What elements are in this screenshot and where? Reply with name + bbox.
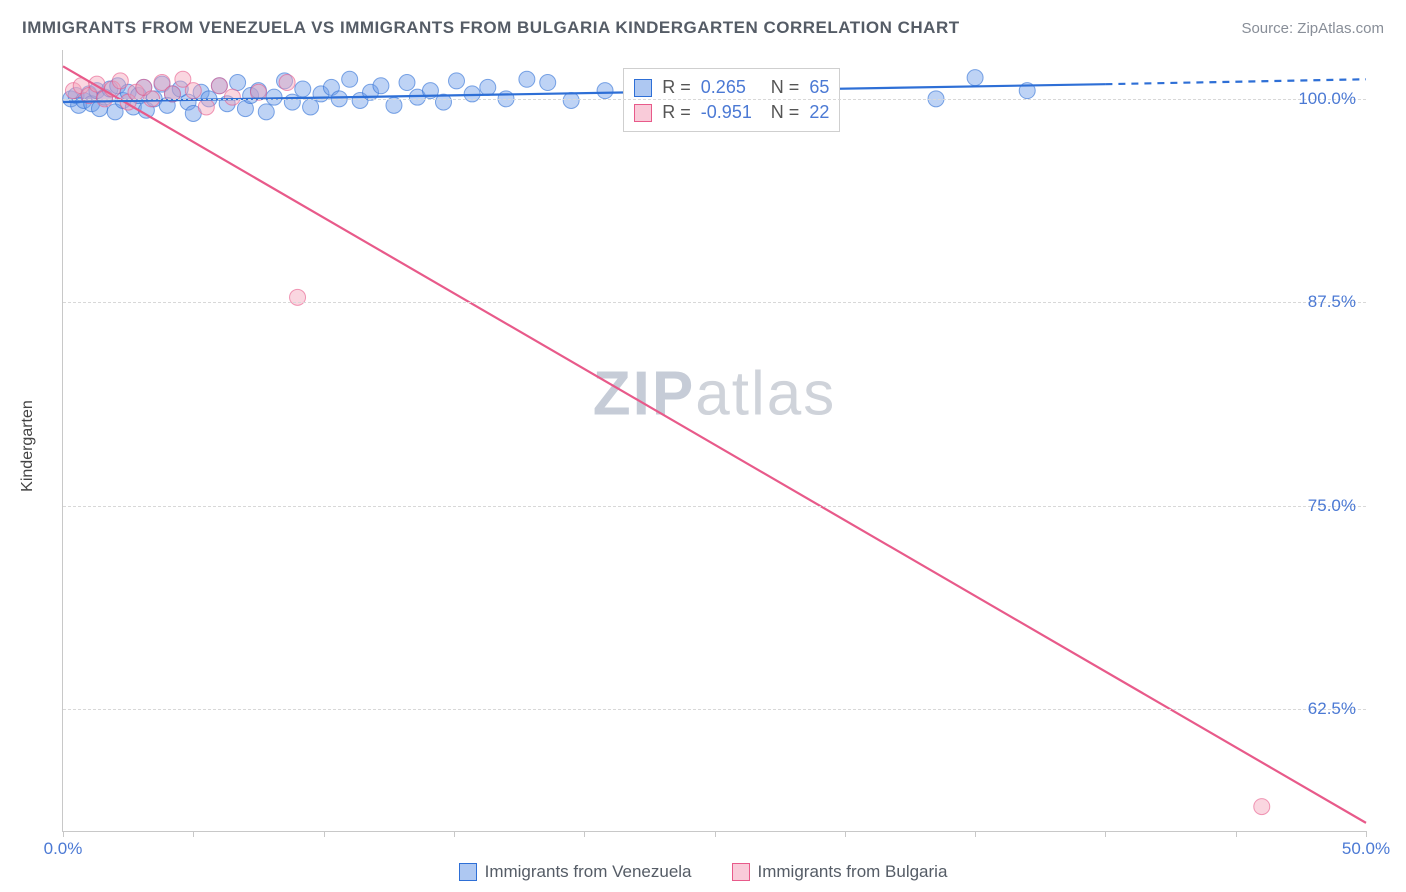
n-value-venezuela: 65 bbox=[809, 77, 829, 98]
xtick bbox=[975, 831, 976, 837]
ytick-label: 62.5% bbox=[1308, 699, 1356, 719]
scatter-point bbox=[266, 89, 282, 105]
xtick bbox=[63, 831, 64, 837]
xtick bbox=[845, 831, 846, 837]
legend-label-venezuela: Immigrants from Venezuela bbox=[485, 862, 692, 882]
swatch-venezuela bbox=[634, 79, 652, 97]
swatch-bulgaria bbox=[634, 104, 652, 122]
scatter-point bbox=[230, 75, 246, 91]
scatter-point bbox=[563, 92, 579, 108]
legend-bottom: Immigrants from Venezuela Immigrants fro… bbox=[0, 862, 1406, 882]
scatter-point bbox=[295, 81, 311, 97]
scatter-point bbox=[258, 104, 274, 120]
xtick-label: 0.0% bbox=[44, 839, 83, 859]
stats-row-bulgaria: R = -0.951 N = 22 bbox=[634, 100, 829, 125]
scatter-point bbox=[1254, 799, 1270, 815]
legend-label-bulgaria: Immigrants from Bulgaria bbox=[758, 862, 948, 882]
scatter-point bbox=[399, 75, 415, 91]
gridline-h bbox=[63, 506, 1366, 507]
scatter-point bbox=[967, 70, 983, 86]
scatter-point bbox=[373, 78, 389, 94]
legend-swatch-bulgaria bbox=[732, 863, 750, 881]
scatter-point bbox=[449, 73, 465, 89]
gridline-h bbox=[63, 99, 1366, 100]
scatter-point bbox=[303, 99, 319, 115]
scatter-point bbox=[198, 99, 214, 115]
scatter-point bbox=[284, 94, 300, 110]
source-label: Source: ZipAtlas.com bbox=[1241, 20, 1384, 37]
plot-svg bbox=[63, 50, 1366, 831]
ytick-label: 75.0% bbox=[1308, 496, 1356, 516]
n-value-bulgaria: 22 bbox=[809, 102, 829, 123]
gridline-h bbox=[63, 709, 1366, 710]
scatter-point bbox=[185, 83, 201, 99]
scatter-point bbox=[112, 73, 128, 89]
legend-item-venezuela: Immigrants from Venezuela bbox=[459, 862, 692, 882]
header: IMMIGRANTS FROM VENEZUELA VS IMMIGRANTS … bbox=[22, 18, 1384, 38]
r-label: R = bbox=[662, 77, 691, 98]
legend-item-bulgaria: Immigrants from Bulgaria bbox=[732, 862, 948, 882]
n-label: N = bbox=[771, 102, 800, 123]
gridline-h bbox=[63, 302, 1366, 303]
y-axis-label: Kindergarten bbox=[19, 400, 37, 492]
ytick-label: 100.0% bbox=[1298, 89, 1356, 109]
xtick-label: 50.0% bbox=[1342, 839, 1390, 859]
xtick bbox=[324, 831, 325, 837]
xtick bbox=[1236, 831, 1237, 837]
xtick bbox=[454, 831, 455, 837]
chart-plot-area: ZIPatlas R = 0.265 N = 65 R = -0.951 N =… bbox=[62, 50, 1366, 832]
legend-swatch-venezuela bbox=[459, 863, 477, 881]
scatter-point bbox=[597, 83, 613, 99]
scatter-point bbox=[519, 71, 535, 87]
xtick bbox=[193, 831, 194, 837]
xtick bbox=[1366, 831, 1367, 837]
scatter-point bbox=[342, 71, 358, 87]
scatter-point bbox=[279, 75, 295, 91]
ytick-label: 87.5% bbox=[1308, 292, 1356, 312]
r-label: R = bbox=[662, 102, 691, 123]
r-value-bulgaria: -0.951 bbox=[701, 102, 761, 123]
scatter-point bbox=[211, 78, 227, 94]
n-label: N = bbox=[771, 77, 800, 98]
xtick bbox=[1105, 831, 1106, 837]
chart-title: IMMIGRANTS FROM VENEZUELA VS IMMIGRANTS … bbox=[22, 18, 960, 38]
scatter-point bbox=[224, 89, 240, 105]
stats-row-venezuela: R = 0.265 N = 65 bbox=[634, 75, 829, 100]
scatter-point bbox=[540, 75, 556, 91]
stats-legend-box: R = 0.265 N = 65 R = -0.951 N = 22 bbox=[623, 68, 840, 132]
xtick bbox=[715, 831, 716, 837]
r-value-venezuela: 0.265 bbox=[701, 77, 761, 98]
scatter-point bbox=[480, 79, 496, 95]
trendline-venezuela-extrap bbox=[1105, 79, 1366, 84]
xtick bbox=[584, 831, 585, 837]
